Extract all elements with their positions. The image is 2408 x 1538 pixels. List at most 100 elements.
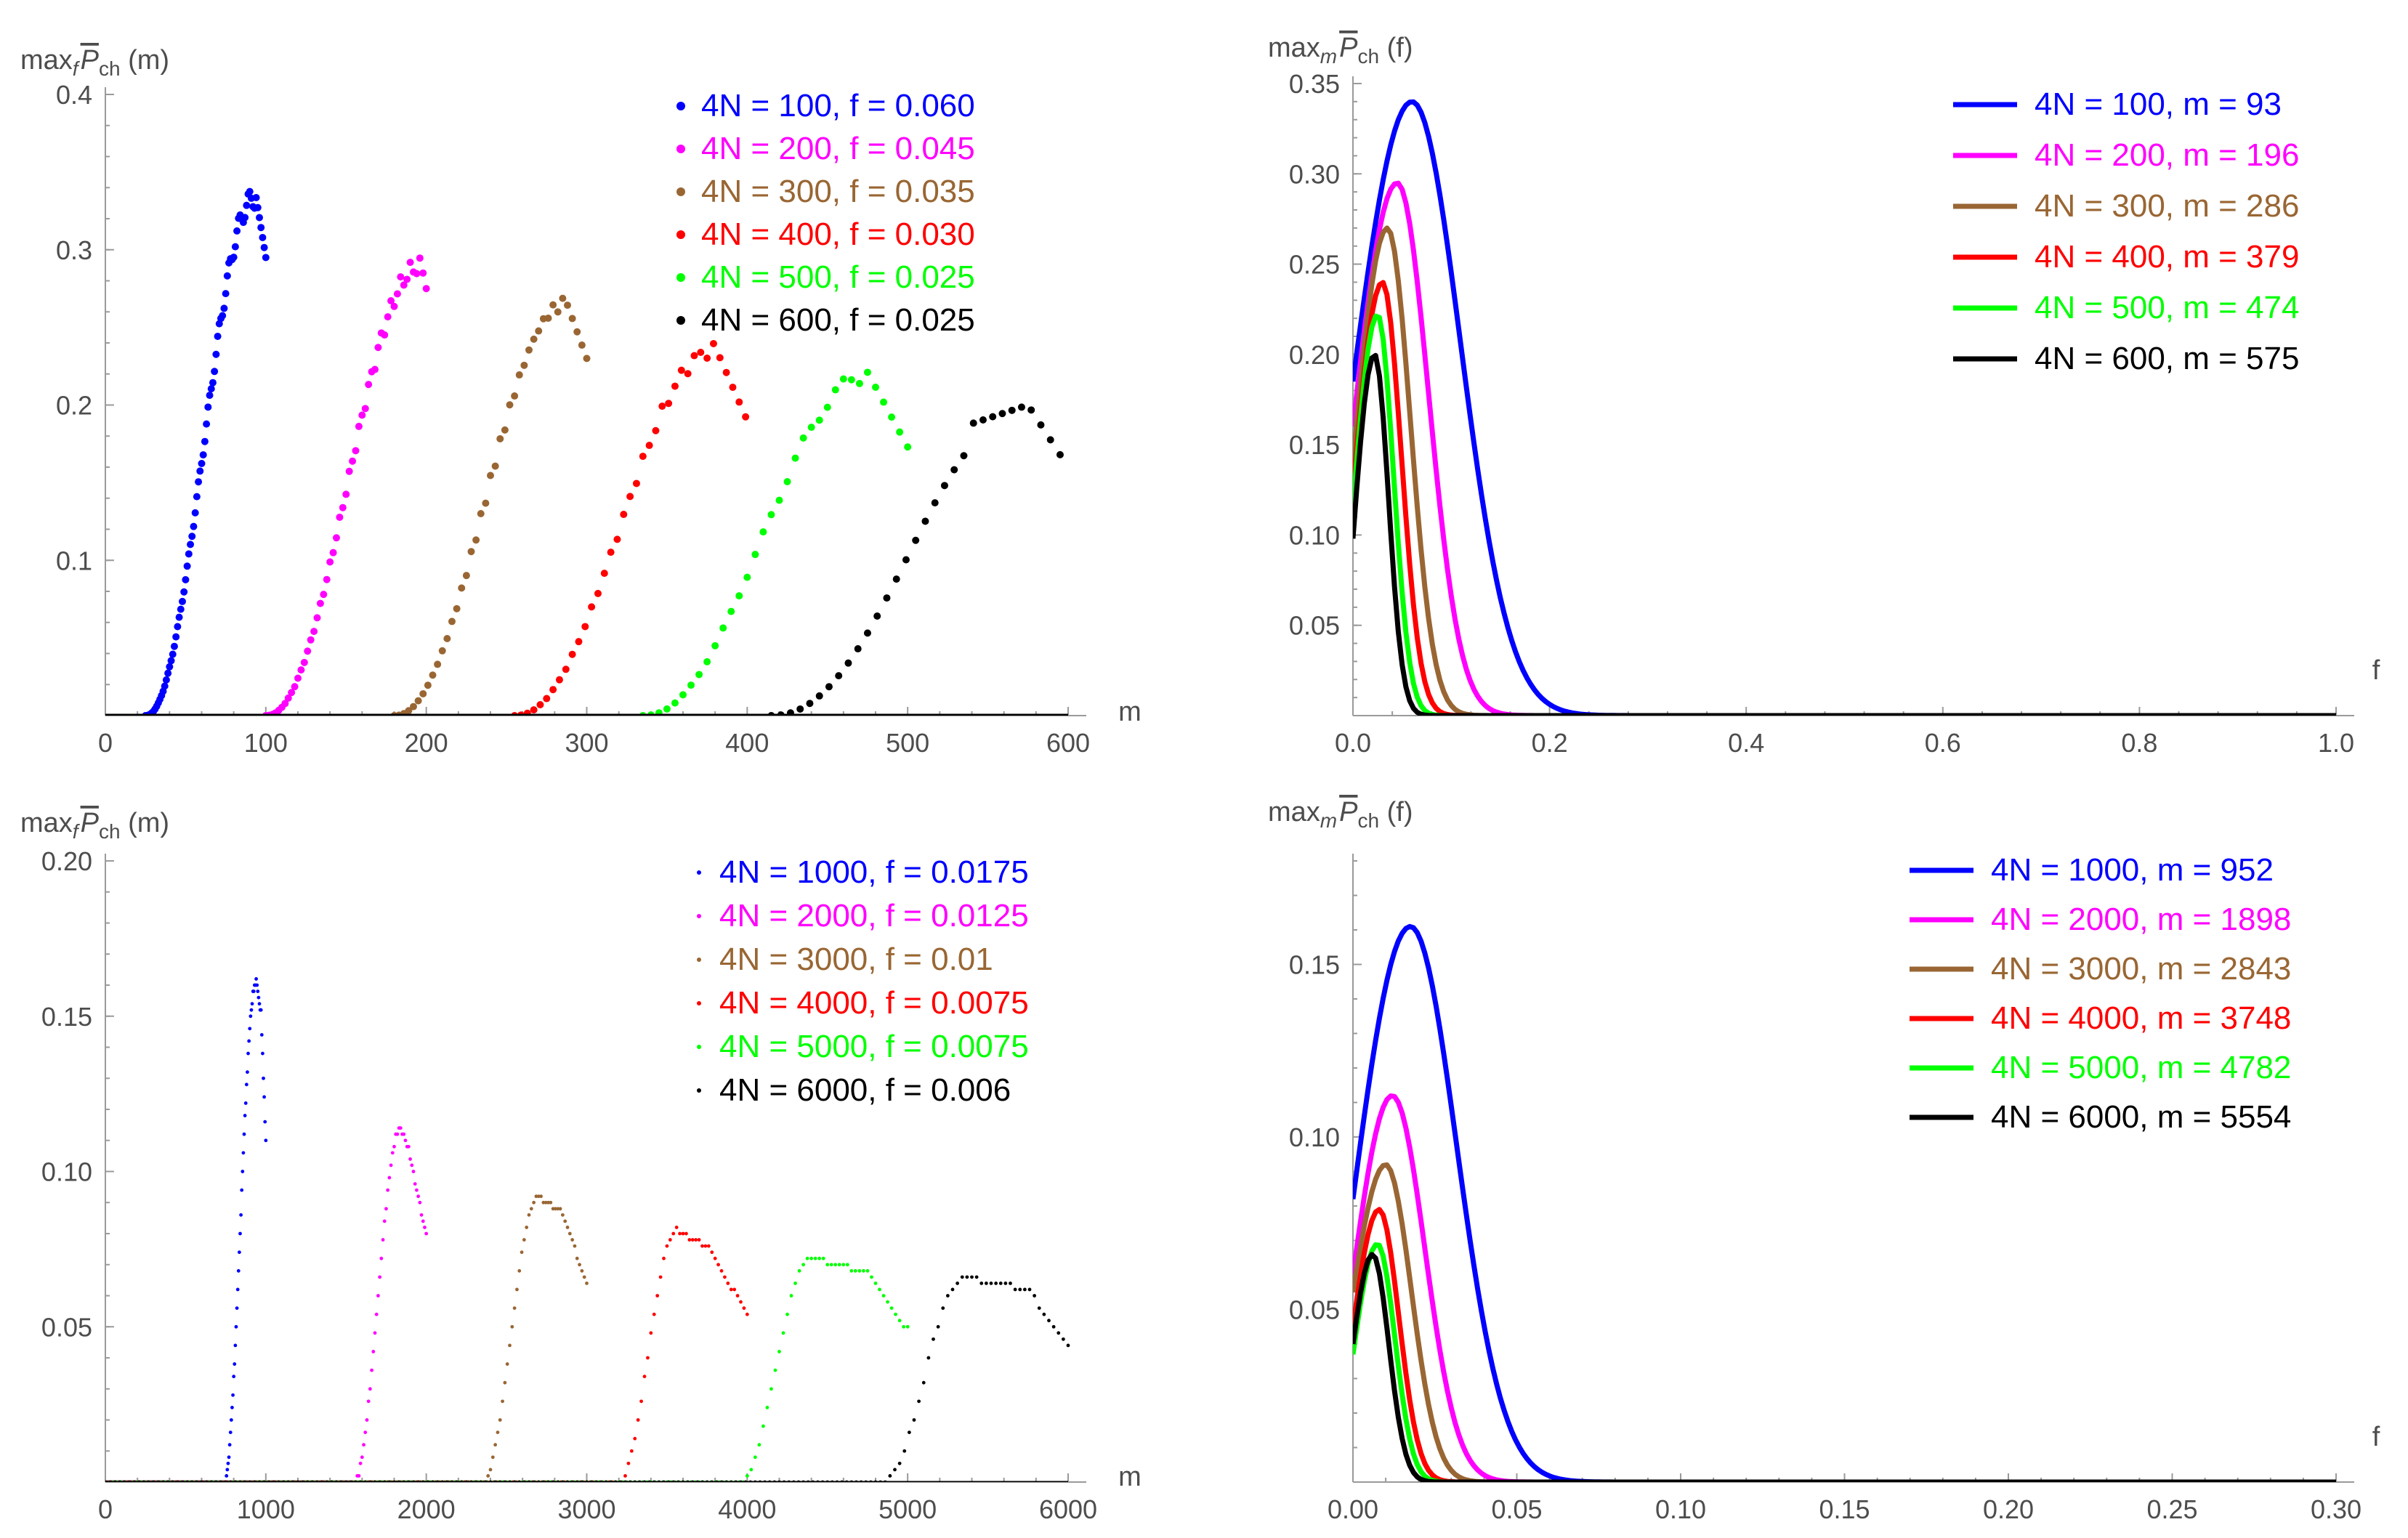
p3-data-point <box>358 1480 363 1482</box>
p1-data-point <box>352 447 360 455</box>
p1-data-point <box>863 629 871 637</box>
p3-data-point <box>237 1250 241 1255</box>
p1-data-point <box>231 243 239 251</box>
p3-data-point <box>681 1231 685 1236</box>
p3-data-point <box>370 1368 373 1372</box>
p1-data-point <box>658 402 666 410</box>
p3-data-point <box>522 1480 526 1482</box>
p3-data-point <box>254 977 258 981</box>
p3-data-point <box>479 1480 483 1482</box>
p1-data-point <box>190 522 198 530</box>
p4-legend: 4N = 1000, m = 952 4N = 2000, m = 1898 4N … <box>1910 852 2291 1135</box>
p3-data-point <box>493 1443 498 1447</box>
p3-data-point <box>690 1480 695 1482</box>
p3-data-point <box>376 1294 380 1298</box>
p3-data-point <box>897 1319 902 1323</box>
p3-xtick-label: 4000 <box>718 1494 776 1524</box>
p2-ytick-label: 0.05 <box>1289 611 1340 641</box>
p3-data-point <box>700 1244 704 1248</box>
p1-data-point <box>374 344 382 352</box>
p3-data-point <box>723 1275 727 1279</box>
p3-series-2 <box>105 1194 589 1482</box>
p3-data-point <box>732 1287 737 1292</box>
p3-data-point <box>998 1282 1003 1285</box>
p1-data-point <box>663 705 671 713</box>
p3-data-point <box>483 1480 488 1482</box>
p3-data-point <box>365 1418 369 1422</box>
p3-data-point <box>785 1312 789 1316</box>
p1-data-point <box>342 490 350 498</box>
p1-data-point <box>424 681 432 689</box>
p1-data-point <box>1056 450 1064 458</box>
p1-data-point <box>711 641 719 649</box>
p3-data-point <box>1018 1287 1022 1292</box>
p3-data-point <box>426 1480 430 1482</box>
p3-data-point <box>902 1449 907 1453</box>
p1-data-point <box>575 638 583 646</box>
p3-data-point <box>777 1350 781 1353</box>
p3-data-point <box>1051 1324 1056 1329</box>
p3-data-point <box>277 1480 280 1482</box>
p3-xlabel: m <box>1118 1462 1142 1492</box>
p3-data-point <box>406 1144 411 1149</box>
p3-data-point <box>888 1474 892 1478</box>
p3-data-point <box>797 1268 801 1273</box>
p2-series-line-5 <box>1353 352 2336 716</box>
p4-legend-label: 4N = 6000, m = 5554 <box>1991 1099 2291 1135</box>
p3-data-point <box>373 1480 377 1482</box>
p1-data-point <box>185 550 193 558</box>
p3-data-point <box>681 1480 685 1482</box>
p3-data-point <box>233 1343 238 1348</box>
p3-data-point <box>382 1480 387 1482</box>
p2-legend: 4N = 100, m = 93 4N = 200, m = 196 4N = 30… <box>1953 86 2299 376</box>
p3-data-point <box>224 1480 228 1482</box>
p1-data-point <box>888 413 896 421</box>
p3-data-point <box>515 1287 519 1292</box>
p3-data-point <box>805 1256 809 1260</box>
p3-data-point <box>406 1480 411 1482</box>
p2-xtick-label: 0.6 <box>1925 728 1961 758</box>
p3-data-point <box>870 1275 873 1279</box>
p3-data-point <box>520 1250 524 1255</box>
p3-data-point <box>719 1480 724 1482</box>
p3-data-point <box>334 1480 339 1482</box>
p1-xtick-label: 300 <box>565 728 608 758</box>
p3-data-point <box>339 1480 344 1482</box>
p2-legend-label: 4N = 600, m = 575 <box>2035 341 2299 376</box>
p1-data-point <box>162 676 170 684</box>
p3-data-point <box>151 1480 155 1482</box>
p3-data-point <box>175 1480 179 1482</box>
p1-series-5 <box>105 403 1068 716</box>
p3-data-point <box>248 1027 252 1031</box>
p3-data-point <box>820 1480 825 1482</box>
p3-data-point <box>413 1182 417 1186</box>
p1-data-point <box>323 575 331 583</box>
p1-data-point <box>300 658 308 666</box>
p3-data-point <box>845 1263 849 1267</box>
p3-legend-marker <box>697 914 701 918</box>
p3-data-point <box>642 1480 647 1482</box>
p3-data-point <box>231 1393 235 1397</box>
p3-data-point <box>974 1275 979 1279</box>
p1-data-point <box>735 398 743 406</box>
p1-data-point <box>620 511 628 519</box>
p1-series-4 <box>105 368 912 716</box>
p2-ytick-label: 0.20 <box>1289 340 1340 370</box>
p1-data-point <box>349 457 357 465</box>
p1-data-point <box>709 339 717 347</box>
p3-data-point <box>532 1480 536 1482</box>
p1-data-point <box>600 570 608 578</box>
p1-data-point <box>187 541 195 549</box>
p3-data-point <box>829 1263 833 1267</box>
p1-data-point <box>199 451 207 459</box>
p3-data-point <box>580 1268 584 1273</box>
p3-data-point <box>857 1268 862 1273</box>
p3-data-point <box>498 1418 502 1422</box>
p1-data-point <box>632 479 640 487</box>
p1-data-point <box>467 548 475 556</box>
p3-data-point <box>156 1480 161 1482</box>
p1-data-point <box>626 493 634 501</box>
p3-data-point <box>508 1343 512 1348</box>
p3-data-point <box>402 1480 406 1482</box>
